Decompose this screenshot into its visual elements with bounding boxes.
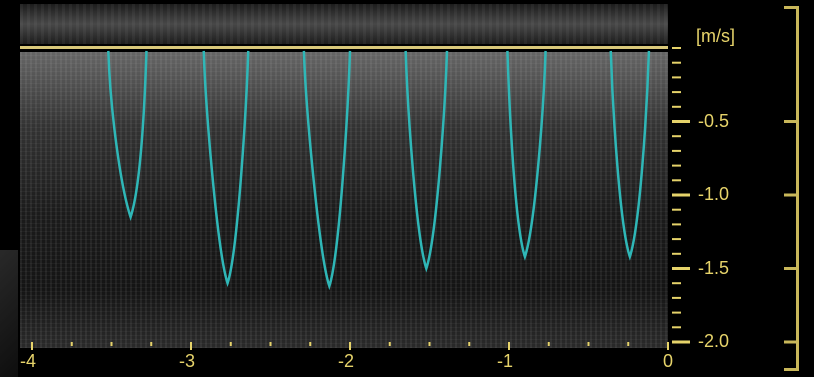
- time-tick-label: -3: [179, 351, 196, 371]
- spectral-doppler-area: [20, 52, 668, 348]
- time-tick-label: -2: [338, 351, 355, 371]
- velocity-axis: [672, 47, 797, 344]
- right-frame-top: [784, 6, 799, 9]
- top-doppler-strip: [20, 4, 668, 44]
- velocity-unit-label: [m/s]: [696, 26, 735, 46]
- zero-velocity-baseline: [20, 46, 668, 49]
- velocity-envelope-beat-3: [302, 50, 352, 291]
- velocity-tick-label: -2.0: [698, 331, 730, 351]
- velocity-envelope-beat-5: [506, 50, 547, 261]
- right-frame: [796, 6, 799, 371]
- time-tick-label: -1: [497, 351, 514, 371]
- velocity-envelope-beat-4: [404, 50, 449, 273]
- velocity-tick-label: -0.5: [698, 110, 730, 131]
- time-axis: [31, 342, 669, 350]
- velocity-tick-label: -1.5: [698, 257, 730, 278]
- velocity-envelope-beat-2: [202, 50, 250, 288]
- side-image-fragment: [0, 250, 18, 377]
- velocity-envelope-beat-1: [107, 50, 148, 222]
- time-tick-label: -4: [20, 351, 37, 371]
- time-tick-label: 0: [663, 351, 674, 371]
- right-frame-bottom: [784, 368, 799, 371]
- velocity-tick-label: -1.0: [698, 184, 730, 204]
- velocity-envelopes: [107, 50, 651, 291]
- velocity-envelope-beat-6: [609, 50, 651, 261]
